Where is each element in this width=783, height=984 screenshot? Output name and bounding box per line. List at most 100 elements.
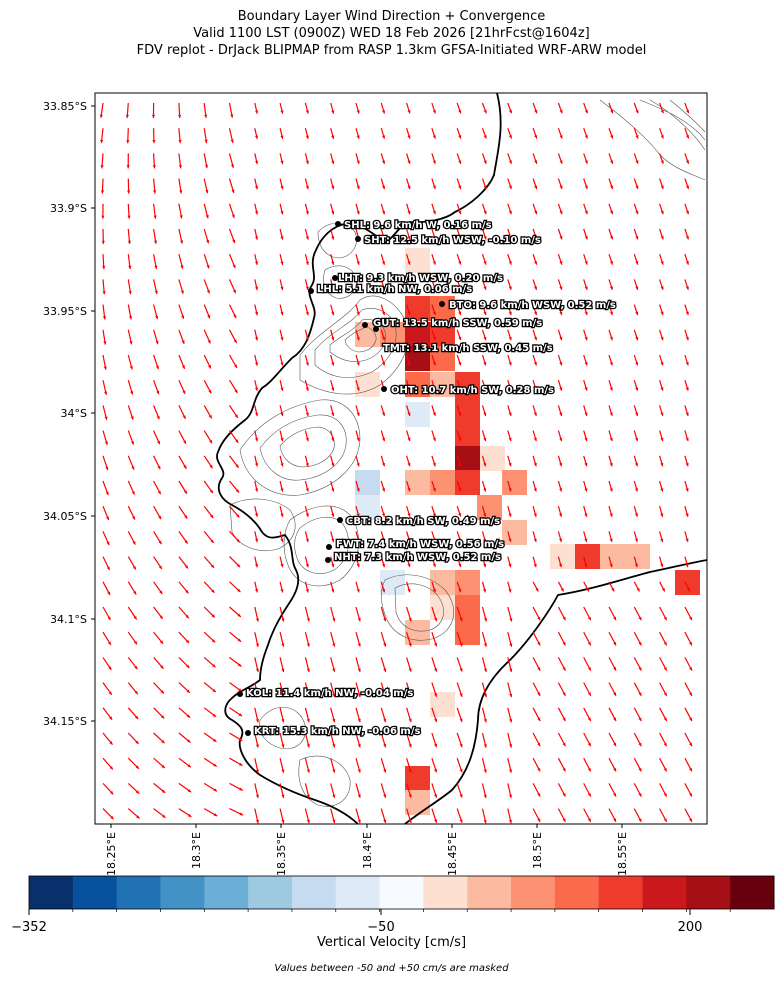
wind-vector-head (407, 210, 411, 215)
wind-vector-head (151, 114, 156, 118)
wind-vector-head (408, 617, 412, 622)
wind-vector-head (357, 668, 361, 672)
wind-vector-head (432, 286, 436, 290)
wind-vector-head (407, 412, 411, 416)
wind-vector-head (332, 618, 336, 622)
wind-vector-head (610, 235, 614, 240)
wind-vector-head (305, 362, 309, 366)
wind-vector-head (434, 668, 438, 672)
wind-vector-head (356, 135, 360, 139)
wind-vector-head (102, 291, 106, 295)
wind-vector-head (234, 364, 237, 369)
wind-vector-head (254, 160, 259, 165)
wind-vector-head (209, 489, 213, 494)
wind-vector-head (305, 211, 309, 215)
wind-vector-head (357, 693, 361, 698)
wind-vector-head (689, 616, 692, 621)
wind-vector-head (660, 513, 664, 517)
station-label: LHL: 5.1 km/h NW, 0.06 m/s (317, 284, 472, 295)
station-marker (439, 301, 445, 307)
wind-vector-head (609, 336, 613, 341)
wind-vector-head (508, 135, 512, 139)
wind-vector-head (432, 135, 436, 139)
wind-vector-head (584, 210, 588, 215)
colorbar: −352 −50 200 (11, 875, 775, 935)
wind-vector-head (407, 538, 411, 542)
wind-vector-head (458, 160, 462, 164)
wind-vector-head (534, 311, 538, 316)
wind-vector-head (153, 190, 157, 194)
wind-vector-head (689, 818, 692, 822)
wind-vector-head (305, 236, 309, 240)
wind-vector-head (127, 240, 131, 244)
wind-vector-head (280, 236, 284, 240)
wind-vector-head (208, 414, 212, 419)
wind-vector-head (509, 643, 513, 647)
contour-line (229, 498, 296, 552)
station-label: SHT: 12.5 km/h WSW, -0.10 m/s (364, 235, 541, 246)
wind-vector-head (305, 387, 309, 391)
wind-vector-head (483, 362, 487, 366)
wind-vector-head (537, 717, 541, 722)
wind-vector-head (108, 691, 112, 695)
wind-vector-head (186, 689, 190, 693)
wind-vector-head (383, 643, 387, 647)
wind-vector-head (109, 790, 114, 795)
wind-vector-head (305, 437, 309, 442)
wind-vector-head (185, 589, 189, 594)
wind-vector-head (382, 210, 386, 215)
wind-vector-head (508, 311, 512, 316)
wind-vector-head (407, 437, 411, 442)
wind-vector-head (609, 412, 613, 416)
wind-vector-head (331, 463, 335, 467)
wind-vector-head (281, 744, 285, 748)
wind-vector-head (634, 563, 638, 568)
wind-vector-head (183, 465, 187, 469)
wind-vector-head (237, 613, 241, 617)
wind-vector-head (483, 769, 487, 773)
wind-vector-head (133, 616, 137, 620)
wind-vector-head (207, 364, 211, 369)
wind-vector-head (382, 412, 386, 416)
wind-vector-head (187, 813, 192, 817)
wind-vector-head (187, 739, 191, 743)
wind-vector-head (534, 109, 538, 114)
station-marker (373, 326, 379, 332)
x-tick-label: 18.45°E (446, 832, 459, 876)
wind-vector-head (332, 643, 336, 647)
colorbar-segment (379, 876, 424, 909)
wind-vector-head (382, 513, 386, 517)
wind-vector-head (537, 641, 541, 646)
wind-vector-head (562, 717, 566, 722)
station-label: GUT: 13.5 km/h SSW, 0.59 m/s (373, 318, 542, 329)
wind-vector-head (331, 437, 335, 442)
wind-vector-head (434, 769, 438, 773)
wind-vector-head (432, 588, 436, 593)
wind-vector-head (432, 261, 436, 265)
wind-vector-head (280, 538, 284, 543)
wind-vector-head (382, 110, 386, 114)
wind-vector-head (280, 513, 284, 517)
wind-vector-head (356, 588, 360, 593)
wind-vector-head (254, 185, 259, 190)
wind-vector-head (584, 387, 588, 391)
wind-vector-head (109, 766, 113, 770)
contour-line (239, 399, 361, 496)
wind-vector-head (609, 488, 613, 492)
wind-vector-head (255, 668, 259, 673)
wind-vector-head (233, 339, 237, 344)
wind-vector-head (458, 437, 462, 442)
wind-vector-head (407, 513, 411, 517)
wind-vector-head (508, 286, 512, 290)
wind-vector-head (356, 362, 360, 366)
wind-vector-head (432, 387, 436, 391)
wind-vector-head (357, 794, 361, 798)
wind-vector-head (459, 743, 463, 748)
wind-vector-head (483, 744, 487, 748)
wind-vector-head (432, 362, 436, 366)
wind-vector-head (205, 214, 209, 219)
wind-vector-head (152, 165, 156, 169)
wind-vector-head (533, 412, 537, 416)
wind-vector-head (689, 717, 692, 722)
wind-vector-head (332, 794, 336, 798)
